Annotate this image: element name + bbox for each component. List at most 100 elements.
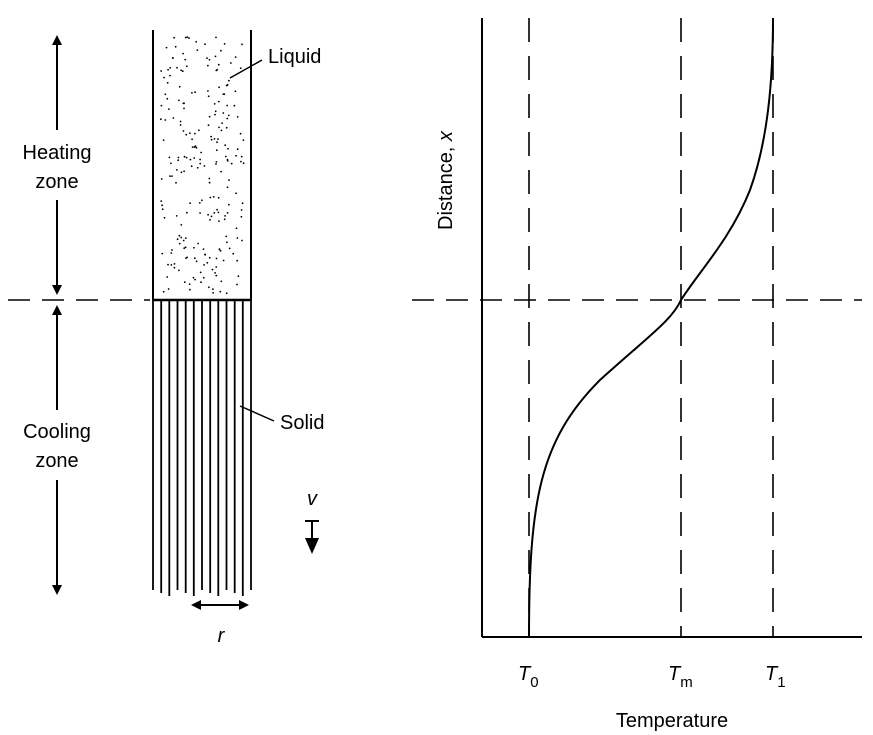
liquid-dot — [226, 212, 229, 214]
liquid-dot — [178, 269, 180, 272]
liquid-dot — [185, 156, 188, 159]
liquid-dot — [227, 147, 229, 150]
liquid-dot — [233, 104, 236, 107]
liquid-dot — [241, 202, 244, 205]
liquid-dot — [170, 252, 173, 254]
liquid-dot — [240, 155, 243, 158]
liquid-dot — [239, 67, 242, 69]
liquid-dot — [210, 138, 213, 141]
liquid-dots — [159, 36, 245, 295]
liquid-dot — [236, 259, 239, 262]
liquid-dot — [207, 124, 210, 127]
liquid-dot — [210, 135, 213, 138]
liquid-dot — [225, 235, 228, 238]
liquid-dot — [240, 160, 242, 163]
rod-solid-region — [152, 300, 252, 596]
heating-zone-label-line2: zone — [35, 171, 78, 193]
liquid-dot — [162, 139, 165, 142]
liquid-dot — [227, 114, 230, 117]
liquid-dot — [215, 163, 217, 165]
liquid-dot — [211, 268, 214, 271]
plot-area — [412, 17, 862, 638]
liquid-dot — [170, 264, 173, 266]
heating-zone-label-bg — [8, 130, 108, 200]
liquid-dot — [169, 74, 171, 77]
liquid-dot — [189, 158, 192, 161]
temperature-profile-curve — [528, 17, 774, 638]
liquid-dot — [191, 92, 193, 94]
liquid-dot — [236, 237, 239, 239]
velocity-arrow — [305, 520, 319, 554]
liquid-dot — [200, 281, 202, 284]
liquid-dot — [217, 138, 219, 141]
liquid-dot — [193, 157, 196, 159]
liquid-dot — [214, 55, 217, 58]
liquid-dot — [214, 110, 217, 113]
liquid-dot — [183, 281, 186, 284]
liquid-dot — [207, 64, 209, 67]
liquid-dot — [164, 119, 167, 121]
liquid-dot — [235, 227, 238, 230]
liquid-dot — [236, 283, 238, 286]
liquid-dot — [195, 41, 198, 43]
liquid-dot — [170, 162, 172, 165]
liquid-dot — [226, 104, 229, 107]
liquid-dot — [202, 276, 205, 279]
liquid-dot — [171, 249, 173, 251]
cooling-zone-label-bg — [8, 410, 108, 480]
liquid-dot — [217, 100, 220, 103]
liquid-dot — [185, 133, 188, 136]
liquid-dot — [177, 156, 180, 159]
liquid-dot — [178, 242, 181, 245]
liquid-dot — [199, 212, 202, 214]
liquid-dot — [215, 266, 218, 268]
liquid-dot — [219, 290, 222, 293]
liquid-dot — [215, 36, 217, 39]
liquid-dot — [220, 170, 223, 173]
velocity-symbol: v — [307, 488, 318, 510]
liquid-dot — [240, 215, 243, 218]
liquid-dot — [169, 175, 171, 178]
liquid-dot — [199, 158, 202, 161]
liquid-dot — [181, 70, 184, 73]
liquid-dot — [179, 124, 182, 126]
liquid-dot — [183, 155, 186, 158]
liquid-dot — [175, 181, 177, 184]
t1-tick-label: T1 — [765, 663, 786, 691]
liquid-dot — [208, 177, 211, 180]
liquid-dot — [176, 66, 178, 69]
liquid-dot — [173, 263, 176, 265]
liquid-dot — [228, 179, 230, 182]
liquid-dot — [237, 275, 240, 278]
liquid-dot — [174, 45, 177, 48]
liquid-dot — [193, 246, 195, 249]
liquid-leader-line — [229, 59, 263, 79]
liquid-dot — [188, 283, 191, 285]
liquid-dot — [224, 215, 227, 217]
liquid-dot — [215, 274, 218, 277]
liquid-dot — [224, 155, 227, 158]
liquid-dot — [217, 196, 220, 199]
liquid-dot — [212, 288, 214, 291]
liquid-dot — [223, 93, 226, 96]
liquid-dot — [226, 83, 229, 86]
liquid-dot — [210, 215, 213, 218]
liquid-dot — [228, 79, 230, 82]
liquid-dot — [177, 159, 180, 162]
liquid-dot — [186, 36, 189, 38]
spacing-symbol: r — [218, 625, 226, 647]
liquid-dot — [172, 117, 175, 119]
liquid-dot — [230, 162, 233, 165]
liquid-dot — [218, 126, 220, 129]
liquid-dot — [208, 256, 211, 259]
cooling-zone-label-line2: zone — [35, 450, 78, 472]
liquid-dot — [195, 147, 198, 149]
liquid-dot — [166, 81, 169, 84]
liquid-dot — [220, 280, 223, 283]
liquid-dot — [223, 43, 226, 45]
liquid-dot — [212, 196, 215, 198]
liquid-dot — [218, 220, 220, 223]
liquid-dot — [196, 49, 199, 51]
liquid-dot — [226, 117, 229, 120]
liquid-dot — [166, 97, 169, 100]
